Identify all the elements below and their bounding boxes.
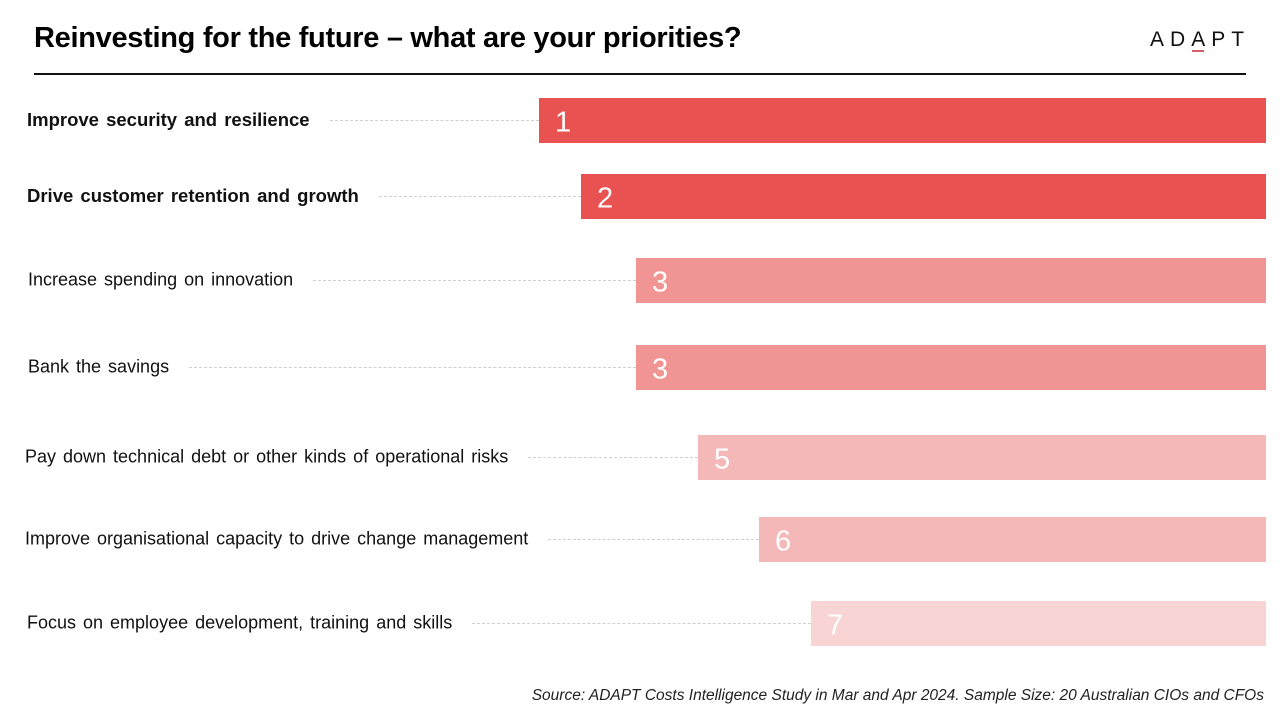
category-label: Focus on employee development, training … (27, 612, 453, 633)
category-label: Improve security and resilience (27, 109, 310, 130)
priority-bar (698, 434, 1266, 480)
leader-line (329, 120, 539, 121)
priority-bar (636, 344, 1266, 390)
leader-line (313, 280, 636, 281)
logo-accent-letter: A (1191, 28, 1211, 52)
logo-suffix: PT (1211, 28, 1251, 51)
leader-line (528, 457, 698, 458)
logo-accent-text: A (1191, 28, 1212, 51)
priority-bar (539, 97, 1266, 143)
bar-value-label: 1 (555, 106, 572, 139)
leader-line (378, 196, 581, 197)
leader-line (189, 367, 636, 368)
source-note: Source: ADAPT Costs Intelligence Study i… (531, 687, 1264, 704)
priority-bar (759, 516, 1266, 562)
category-label: Pay down technical debt or other kinds o… (25, 446, 509, 467)
category-label: Drive customer retention and growth (27, 185, 359, 206)
logo-prefix: AD (1150, 28, 1192, 51)
adapt-logo: ADA PT (1150, 28, 1250, 52)
category-label: Increase spending on innovation (28, 269, 294, 290)
priority-bar (636, 257, 1266, 303)
bar-value-label: 2 (597, 182, 614, 215)
page-title: Reinvesting for the future – what are yo… (34, 22, 742, 54)
priority-bar (811, 600, 1266, 646)
category-label: Bank the savings (28, 356, 170, 377)
leader-line (472, 623, 811, 624)
bar-value-label: 3 (652, 266, 669, 299)
bar-value-label: 6 (775, 525, 792, 558)
bar-value-label: 7 (827, 609, 844, 642)
leader-line (548, 539, 759, 540)
bar-value-label: 5 (714, 443, 731, 476)
priority-bar (581, 173, 1266, 219)
title-divider (34, 73, 1246, 75)
bar-value-label: 3 (652, 353, 669, 386)
category-label: Improve organisational capacity to drive… (25, 528, 529, 549)
logo-accent-underline (1192, 50, 1205, 52)
